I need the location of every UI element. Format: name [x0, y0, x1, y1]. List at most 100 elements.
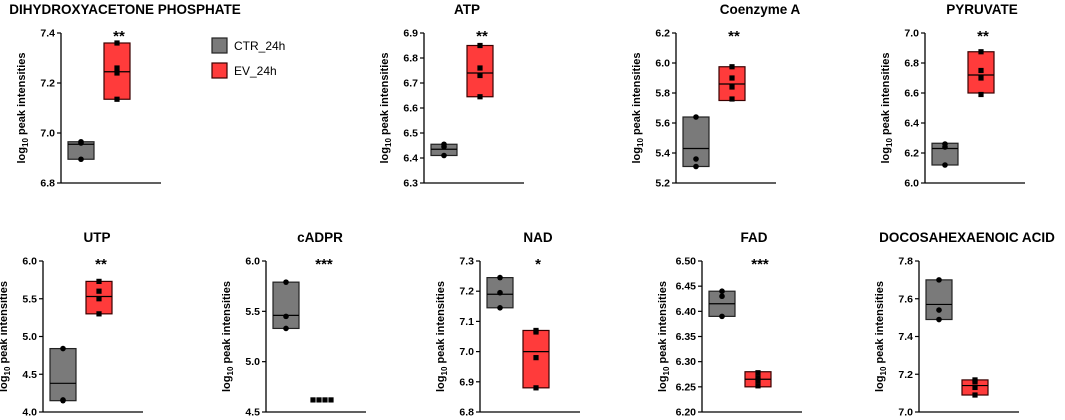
y-tick-label: 7.2 [898, 369, 913, 381]
y-tick-label: 7.0 [40, 128, 55, 140]
box-ctr-24h [67, 138, 95, 163]
data-point [719, 313, 725, 320]
data-point [978, 75, 984, 81]
panel-docosahexaenoic-acid: DOCOSAHEXAENOIC ACID 7.0 7.2 7.4 7.6 7.8 log10… [874, 230, 1055, 419]
y-tick-label: 6.20 [676, 407, 697, 419]
box-body [272, 281, 300, 330]
data-point [322, 397, 328, 403]
box-body [49, 347, 77, 402]
data-point [729, 84, 735, 90]
y-tick-label: 6.30 [676, 356, 697, 368]
box-ev-24h [961, 377, 989, 398]
data-point [729, 96, 735, 102]
data-point [114, 40, 120, 46]
significance-label: *** [315, 256, 333, 273]
data-point [755, 378, 761, 384]
y-tick-label: 5.5 [245, 306, 260, 318]
box-ctr-24h [708, 288, 736, 320]
y-tick-label: 6.2 [655, 28, 670, 40]
data-point [719, 293, 725, 300]
y-axis-label: log10 peak intensities [880, 53, 894, 164]
panel-coenzyme-a: Coenzyme A 5.2 5.4 5.6 5.8 6.0 6.2 log10 peak i… [631, 2, 801, 190]
y-tick-label: 6.0 [245, 256, 260, 268]
panel-title: DOCOSAHEXAENOIC ACID [879, 230, 1055, 245]
y-tick-label: 6.9 [459, 376, 474, 388]
data-point [316, 397, 322, 403]
y-tick-label: 4.5 [245, 407, 260, 419]
y-axis-label: log10 peak intensities [16, 53, 30, 164]
data-point [441, 152, 447, 159]
significance-label: ** [95, 256, 107, 273]
y-tick-label: 6.8 [904, 58, 919, 70]
data-point [978, 49, 984, 55]
y-tick-label: 7.4 [40, 28, 55, 40]
y-tick-label: 6.50 [676, 256, 697, 268]
panel-dihydroxyacetone-phosphate: DIHYDROXYACETONE PHOSPHATE 6.8 7.0 7.2 7.4 lo… [9, 2, 241, 190]
box-ev-24h [103, 40, 131, 102]
panel-title: FAD [741, 230, 768, 245]
y-tick-label: 7.4 [898, 331, 913, 343]
legend-swatch [211, 62, 228, 79]
y-tick-label: 6.25 [676, 381, 697, 393]
significance-label: ** [977, 28, 989, 45]
data-point [114, 70, 120, 76]
significance-label: ** [728, 28, 740, 45]
y-tick-label: 6.0 [655, 58, 670, 70]
panel-pyruvate: PYRUVATE 6.0 6.2 6.4 6.6 6.8 7.0 log10 peak int… [880, 2, 1025, 190]
box-ctr-24h [486, 274, 514, 311]
box-ev-24h [310, 397, 334, 403]
box-ctr-24h [49, 345, 77, 404]
y-tick-label: 7.1 [459, 316, 474, 328]
data-point [533, 327, 539, 334]
y-tick-label: 6.8 [40, 178, 55, 190]
panel-nad: NAD 6.8 6.9 7.0 7.1 7.2 7.3 log10 peak intensit… [435, 230, 580, 419]
y-tick-label: 6.6 [904, 88, 919, 100]
data-point [114, 65, 120, 71]
panel-title: UTP [84, 230, 111, 245]
box-ev-24h [522, 327, 550, 391]
data-point [755, 370, 761, 376]
box-ctr-24h [430, 141, 458, 159]
data-point [96, 288, 102, 294]
y-tick-label: 5.2 [655, 178, 670, 190]
panel-fad: FAD 6.20 6.25 6.30 6.35 6.40 6.45 6.50 log10 pea… [657, 230, 802, 419]
data-point [978, 91, 984, 98]
data-point [96, 296, 102, 302]
y-tick-label: 6.9 [403, 28, 418, 40]
data-point [283, 279, 289, 285]
data-point [693, 156, 699, 162]
panel-title: cADPR [297, 230, 343, 245]
y-tick-label: 7.6 [898, 293, 913, 305]
data-point [693, 114, 699, 120]
panel-title: DIHYDROXYACETONE PHOSPHATE [9, 2, 241, 17]
data-point [755, 383, 761, 389]
data-point [96, 311, 102, 317]
legend-label: EV_24h [234, 64, 277, 78]
y-tick-label: 6.40 [676, 306, 697, 318]
data-point [719, 288, 725, 295]
y-tick-label: 7.2 [40, 78, 55, 90]
data-point [477, 72, 483, 79]
data-point [78, 140, 84, 146]
y-tick-label: 6.3 [403, 178, 418, 190]
data-point [533, 355, 539, 361]
y-tick-label: 7.3 [459, 256, 474, 268]
y-tick-label: 5.0 [22, 331, 37, 343]
panel-title: NAD [523, 230, 552, 245]
box-ctr-24h [925, 277, 953, 323]
data-point [60, 345, 66, 352]
data-point [693, 163, 699, 170]
data-point [441, 141, 447, 148]
legend: CTR_24h EV_24h [211, 37, 285, 79]
y-tick-label: 6.5 [403, 128, 418, 140]
y-axis-label: log10 peak intensities [874, 281, 888, 392]
significance-label: ** [476, 28, 488, 45]
y-tick-label: 7.2 [459, 286, 474, 298]
legend-label: CTR_24h [234, 39, 285, 53]
box-ev-24h [744, 370, 772, 389]
y-tick-label: 6.4 [403, 153, 418, 165]
data-point [533, 385, 539, 391]
y-axis-label: log10 peak intensities [221, 281, 235, 392]
y-tick-label: 7.0 [898, 407, 913, 419]
data-point [497, 289, 503, 296]
